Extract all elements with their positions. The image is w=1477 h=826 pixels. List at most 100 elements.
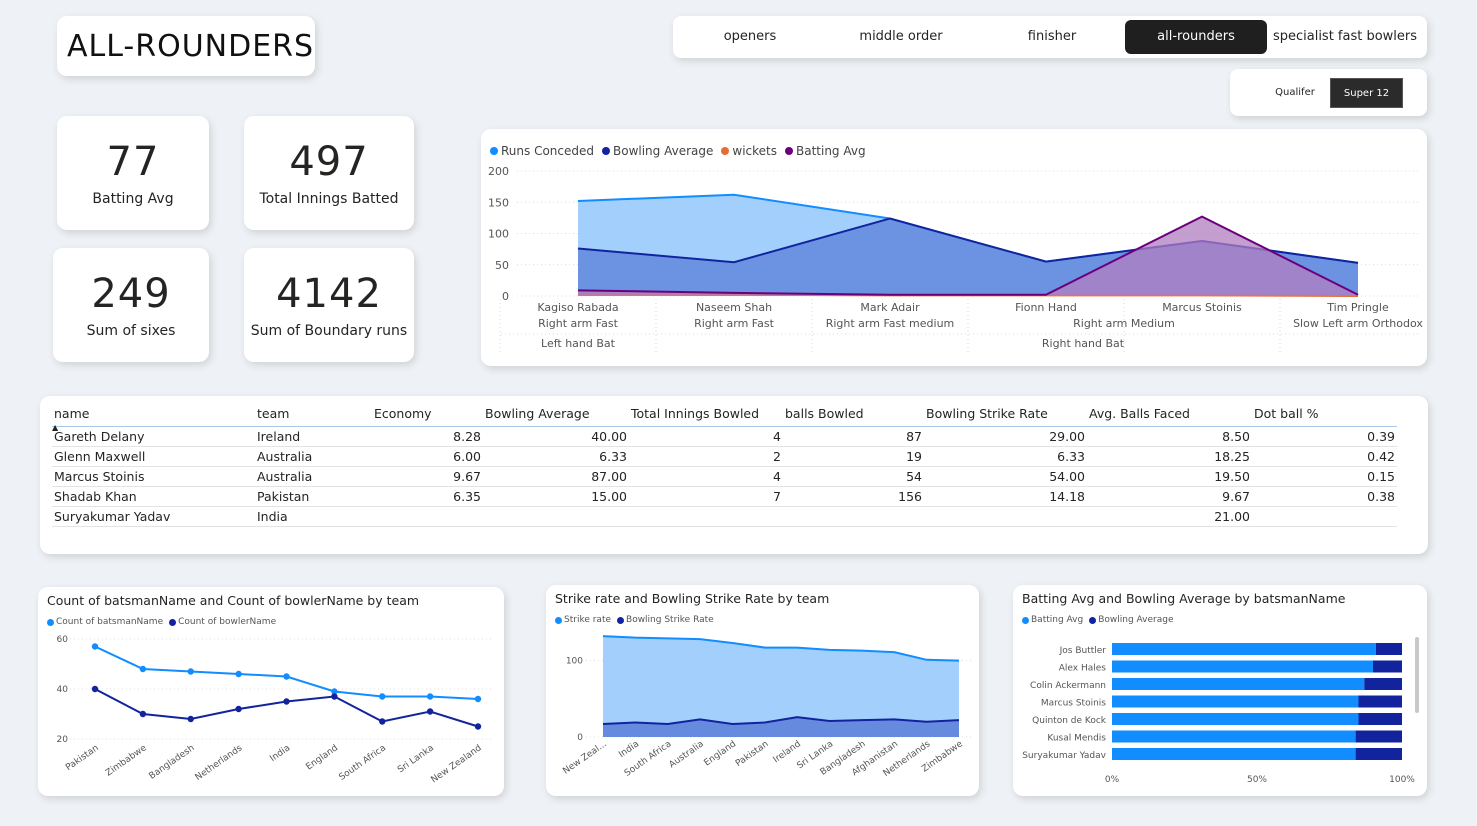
x-tick-label: 0% xyxy=(1105,775,1120,785)
column-header-innings-bowled[interactable]: Total Innings Bowled xyxy=(629,406,783,427)
table-cell: 40.00 xyxy=(483,426,629,447)
table-row[interactable]: Shadab Khan Pakistan 6.35 15.00 7 156 14.18 9.6… xyxy=(52,486,1397,507)
series-line xyxy=(602,635,960,662)
stage-qualifier-button[interactable]: Qualifer xyxy=(1275,86,1315,98)
column-header-team[interactable]: team xyxy=(255,406,372,427)
stage-super12-button[interactable]: Super 12 xyxy=(1330,77,1403,108)
column-header-bowling-strike-rate[interactable]: Bowling Strike Rate xyxy=(924,406,1087,427)
chart-title: Count of batsmanName and Count of bowler… xyxy=(47,593,420,608)
table-cell: Glenn Maxwell xyxy=(52,446,255,467)
series-point xyxy=(474,695,482,703)
series-point xyxy=(426,693,434,700)
batting-bowling-avg-bar-chart: Batting Avg and Bowling Average by batsm… xyxy=(1013,585,1427,796)
y-category-label: Suryakumar Yadav xyxy=(1022,751,1106,761)
table-cell: 8.28 xyxy=(372,426,483,447)
table-row[interactable]: Suryakumar Yadav India 21.00 xyxy=(52,506,1397,527)
x-category-label: Bangladesh xyxy=(148,743,197,781)
table-cell: 19.50 xyxy=(1087,466,1252,487)
table-cell: 8.50 xyxy=(1087,426,1252,447)
legend-bowling-average[interactable]: Bowling Average xyxy=(1089,615,1173,625)
bar-segment xyxy=(1112,660,1373,673)
series-point xyxy=(331,688,338,695)
sort-ascending-icon[interactable]: ▲ xyxy=(52,423,59,432)
column-header-balls-bowled[interactable]: balls Bowled xyxy=(783,406,924,427)
table-cell: 18.25 xyxy=(1087,446,1252,467)
kpi-label: Batting Avg xyxy=(92,191,174,207)
main-chart-legend: Runs Conceded Bowling Average wickets Ba… xyxy=(490,144,866,158)
nav-finisher[interactable]: finisher xyxy=(1027,29,1077,44)
table-cell: Ireland xyxy=(255,426,372,447)
x-category-label: Tim Pringle xyxy=(1326,301,1389,314)
legend-strike-rate[interactable]: Strike rate xyxy=(555,615,611,625)
table-cell: 87 xyxy=(783,426,924,447)
column-header-dot-ball-pct[interactable]: Dot ball % xyxy=(1252,406,1397,427)
legend-count-bowler[interactable]: Count of bowlerName xyxy=(169,617,276,627)
table-row[interactable]: Glenn Maxwell Australia 6.00 6.33 2 19 6.33 18.… xyxy=(52,446,1397,467)
table-row[interactable]: Marcus Stoinis Australia 9.67 87.00 4 54 54.00… xyxy=(52,466,1397,487)
legend-batting-avg[interactable]: Batting Avg xyxy=(1022,615,1083,625)
bar-segment xyxy=(1112,730,1356,743)
legend-count-batsman[interactable]: Count of batsmanName xyxy=(47,617,163,627)
table-cell: Pakistan xyxy=(255,486,372,507)
all-rounders-table-card: name ▲ team Economy Bowling Average Total… xyxy=(40,396,1428,554)
x-tick-label: 50% xyxy=(1247,775,1267,785)
series-point xyxy=(283,698,290,705)
series-point xyxy=(139,710,147,718)
column-header-economy[interactable]: Economy xyxy=(372,406,483,427)
table-cell: 19 xyxy=(783,446,924,467)
bar-segment xyxy=(1375,643,1402,655)
x-tick-label: 100% xyxy=(1389,775,1415,785)
table-cell: Shadab Khan xyxy=(52,486,255,507)
series-point xyxy=(91,643,99,650)
legend-runs-conceded[interactable]: Runs Conceded xyxy=(490,144,594,158)
y-tick-label: 150 xyxy=(488,196,509,209)
series-point xyxy=(474,723,482,730)
x-group-label: Right arm Fast xyxy=(694,317,775,330)
legend-bowling-average[interactable]: Bowling Average xyxy=(602,144,713,158)
x-group-label: Right arm Medium xyxy=(1073,317,1175,330)
legend-bowling-strike-rate[interactable]: Bowling Strike Rate xyxy=(617,615,714,625)
legend-batting-avg[interactable]: Batting Avg xyxy=(784,144,866,158)
column-header-bowling-average[interactable]: Bowling Average xyxy=(483,406,629,427)
nav-all-rounders[interactable]: all-rounders xyxy=(1125,20,1267,54)
bar-chart-svg[interactable]: Jos Buttler Alex Hales Colin Ackermann Marc… xyxy=(1013,585,1427,796)
x-group-label: Right hand Bat xyxy=(1042,337,1125,350)
series-line xyxy=(94,645,479,700)
table-cell: 4 xyxy=(629,426,783,447)
table-cell: 9.67 xyxy=(372,466,483,487)
kpi-value: 497 xyxy=(289,139,369,185)
x-category-label: New Zealand xyxy=(430,743,484,785)
series-point xyxy=(426,708,434,715)
y-tick-label: 20 xyxy=(57,735,69,745)
x-group-label: Left hand Bat xyxy=(541,337,616,350)
y-tick-label: 50 xyxy=(495,259,509,272)
kpi-value: 4142 xyxy=(276,271,382,317)
scrollbar[interactable] xyxy=(1415,637,1419,713)
nav-openers[interactable]: openers xyxy=(723,29,777,44)
main-chart-svg[interactable]: 200 150 100 50 0 Kagiso Rabada Naseem Shah Mark… xyxy=(481,129,1427,366)
column-header-avg-balls-faced[interactable]: Avg. Balls Faced xyxy=(1087,406,1252,427)
y-category-label: Alex Hales xyxy=(1059,664,1107,674)
nav-middle-order[interactable]: middle order xyxy=(859,29,943,44)
column-header-name[interactable]: name ▲ xyxy=(52,406,255,432)
table-cell: Australia xyxy=(255,466,372,487)
bar-segment xyxy=(1373,660,1402,673)
table-cell: 4 xyxy=(629,466,783,487)
role-navigation: openers middle order finisher all-rounde… xyxy=(673,16,1427,58)
nav-specialist-fast-bowlers[interactable]: specialist fast bowlers xyxy=(1272,29,1418,44)
bar-segment xyxy=(1364,678,1402,690)
series-point xyxy=(235,705,242,713)
chart-legend: Strike rate Bowling Strike Rate xyxy=(555,615,714,625)
x-category-label: Sri Lanka xyxy=(396,743,436,775)
table-cell: 9.67 xyxy=(1087,486,1252,507)
series-point xyxy=(331,693,338,700)
bar-segment xyxy=(1112,713,1359,725)
series-point xyxy=(139,665,147,673)
table-row[interactable]: Gareth Delany Ireland 8.28 40.00 4 87 29.00 8.5… xyxy=(52,426,1397,447)
y-tick-label: 200 xyxy=(488,165,509,178)
all-rounders-table: name ▲ team Economy Bowling Average Total… xyxy=(52,406,1397,527)
y-tick-label: 40 xyxy=(57,685,69,695)
legend-wickets[interactable]: wickets xyxy=(721,144,777,158)
